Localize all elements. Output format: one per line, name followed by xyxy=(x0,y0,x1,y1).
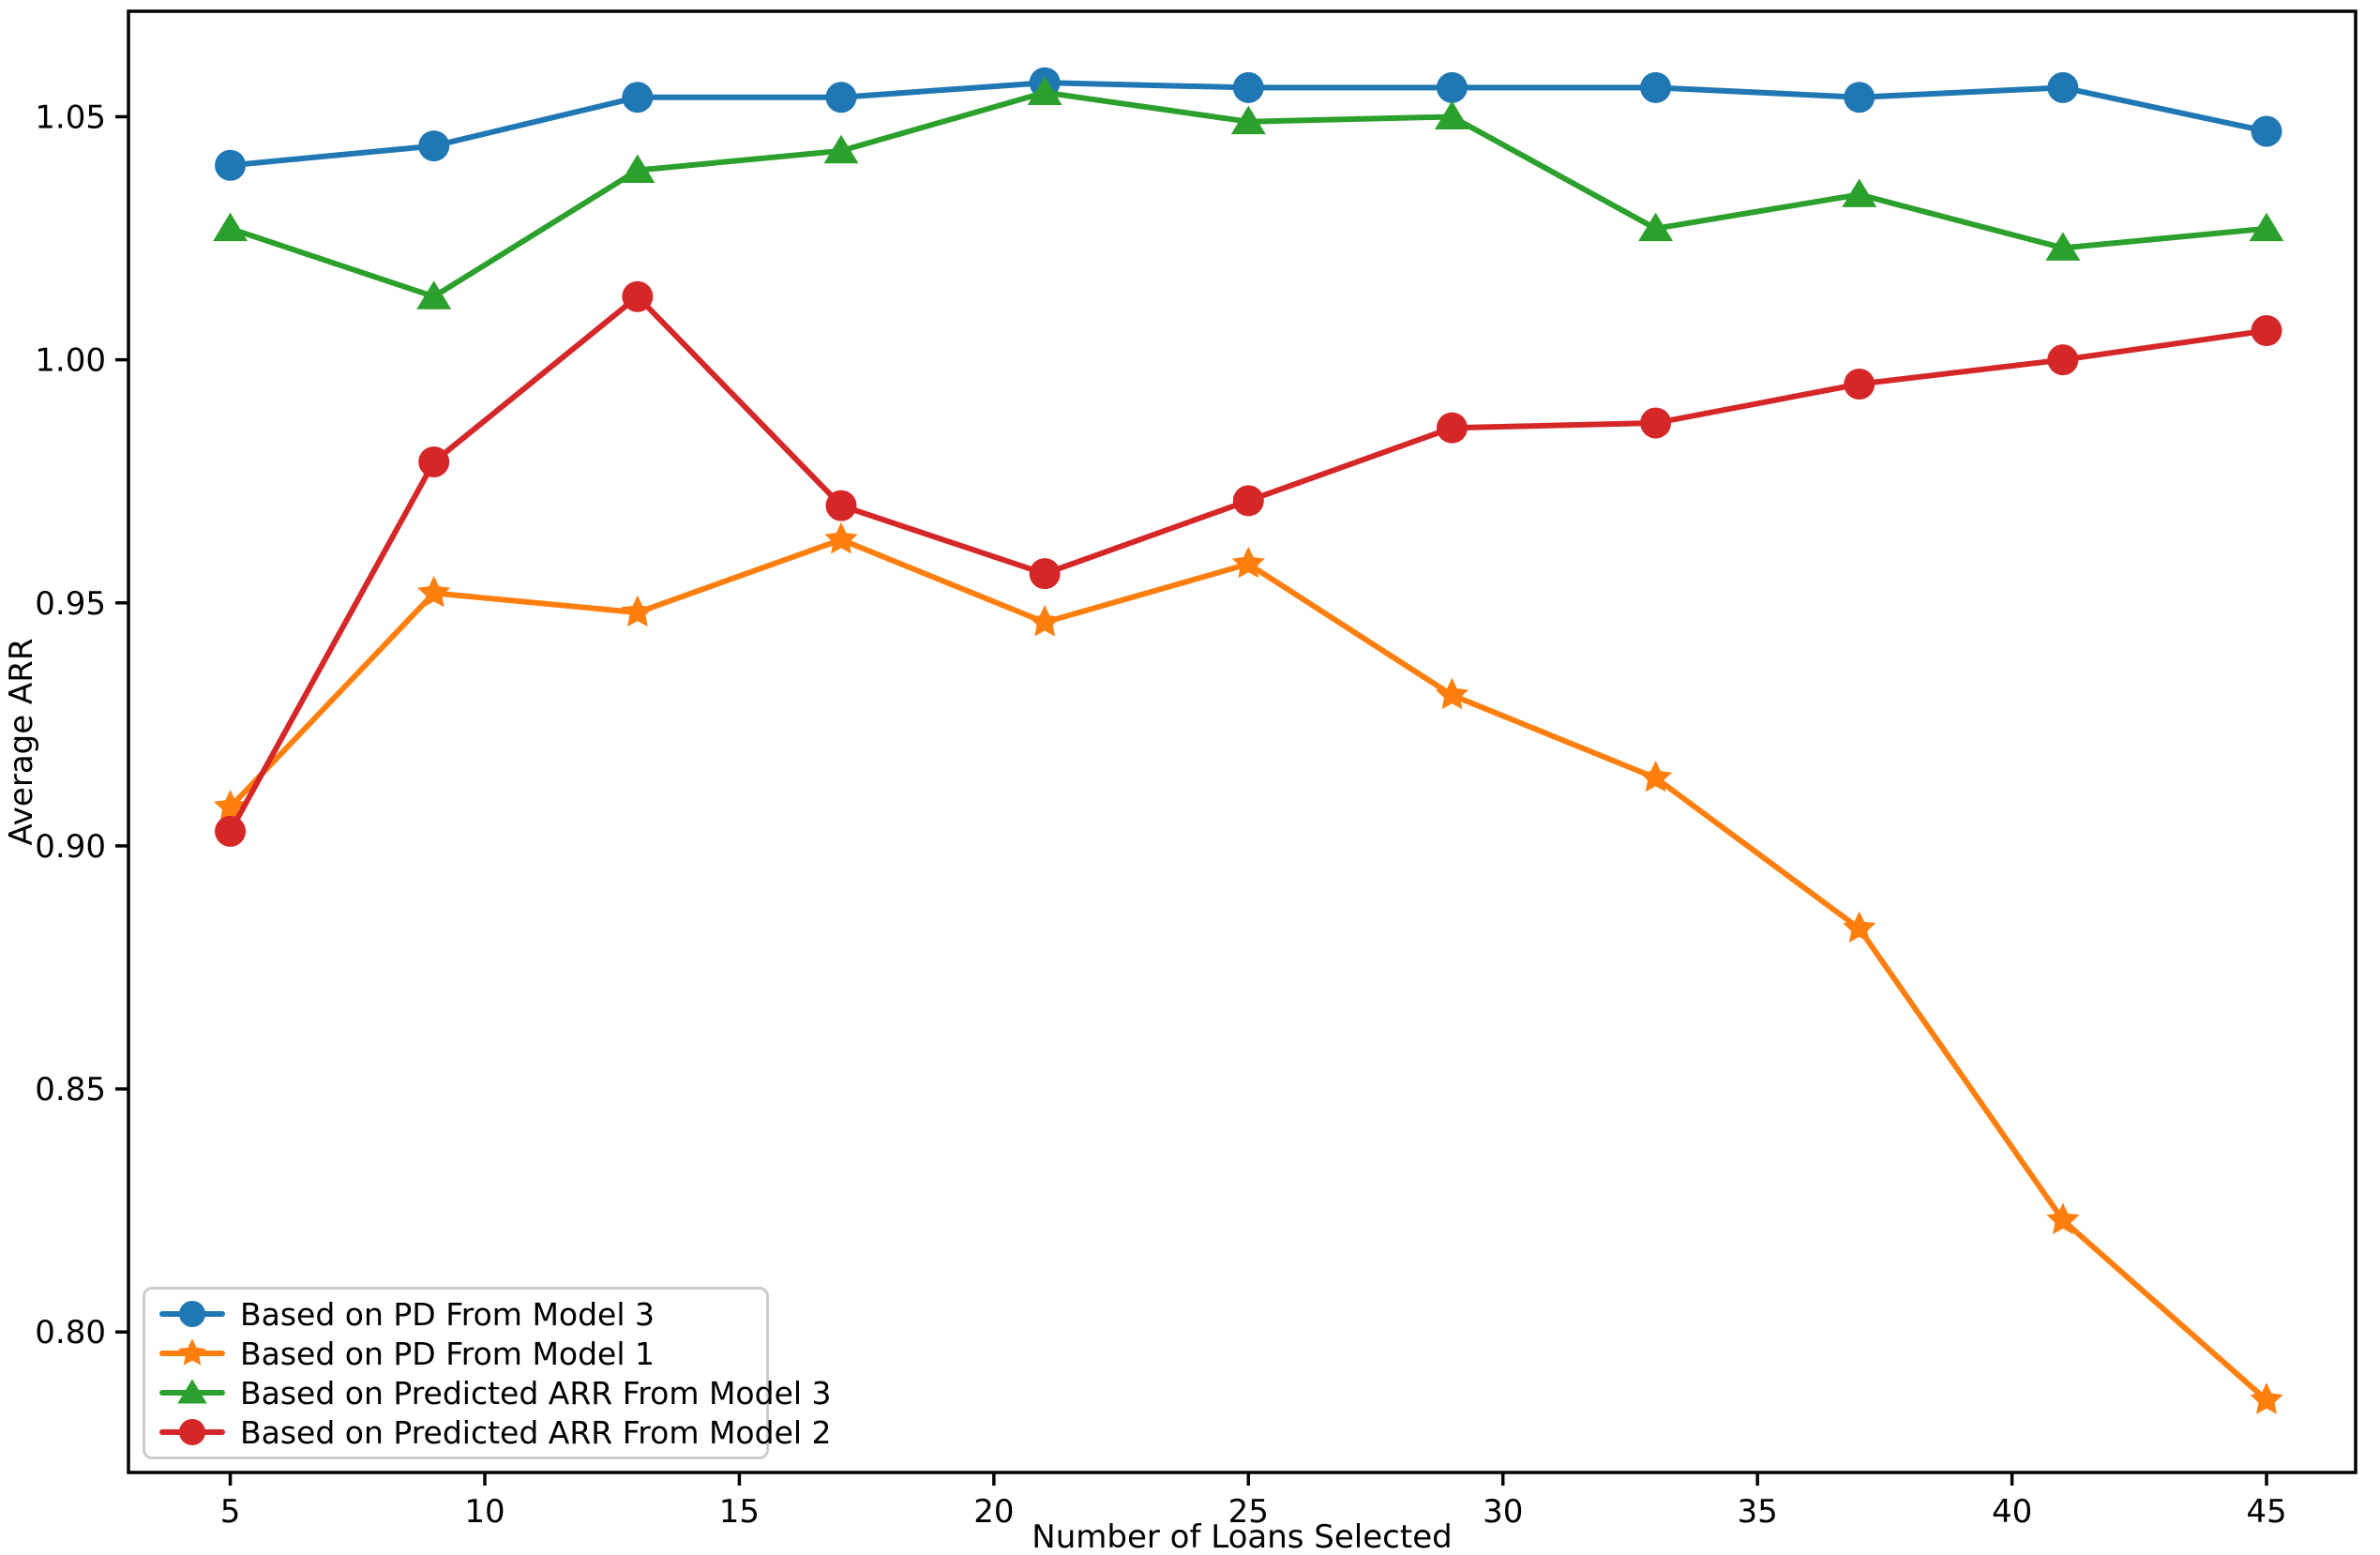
svg-text:30: 30 xyxy=(1483,1493,1523,1531)
svg-text:45: 45 xyxy=(2246,1493,2286,1531)
legend-label: Based on Predicted ARR From Model 2 xyxy=(240,1413,832,1451)
svg-text:25: 25 xyxy=(1228,1493,1269,1531)
legend-label: Based on PD From Model 3 xyxy=(240,1295,655,1333)
svg-text:20: 20 xyxy=(973,1493,1014,1531)
svg-text:35: 35 xyxy=(1738,1493,1778,1531)
svg-text:40: 40 xyxy=(1992,1493,2032,1531)
series-triangle-2ca02c xyxy=(213,76,2284,309)
legend-item-arr-model-3: Based on Predicted ARR From Model 3 xyxy=(158,1373,832,1412)
x-axis-label: Number of Loans Selected xyxy=(1032,1518,1452,1555)
svg-text:1.05: 1.05 xyxy=(35,98,106,136)
orange-star-line-icon xyxy=(159,1338,225,1366)
red-circle-line-icon xyxy=(159,1418,225,1446)
series-circle-1f77b4 xyxy=(215,67,2282,181)
legend-item-pd-model-3: Based on PD From Model 3 xyxy=(158,1294,766,1334)
y-axis-label: Average ARR xyxy=(3,639,40,846)
svg-text:0.90: 0.90 xyxy=(35,828,106,866)
green-triangle-line-icon xyxy=(159,1379,225,1404)
legend-label: Based on Predicted ARR From Model 3 xyxy=(240,1374,832,1412)
series-star-ff7f0e xyxy=(214,521,2283,1414)
series-circle-d62728 xyxy=(215,280,2282,847)
svg-text:0.95: 0.95 xyxy=(35,585,106,623)
svg-text:10: 10 xyxy=(464,1493,505,1531)
legend-item-arr-model-2: Based on Predicted ARR From Model 2 xyxy=(158,1412,832,1452)
legend: Based on PD From Model 3 Based on PD Fro… xyxy=(143,1287,832,1459)
svg-text:15: 15 xyxy=(719,1493,760,1531)
legend-item-pd-model-1: Based on PD From Model 1 xyxy=(158,1334,766,1373)
legend-label: Based on PD From Model 1 xyxy=(240,1335,655,1372)
svg-text:0.80: 0.80 xyxy=(35,1314,106,1351)
svg-text:0.85: 0.85 xyxy=(35,1071,106,1109)
blue-circle-line-icon xyxy=(159,1300,225,1328)
svg-text:1.00: 1.00 xyxy=(35,342,106,380)
svg-text:5: 5 xyxy=(220,1493,241,1531)
